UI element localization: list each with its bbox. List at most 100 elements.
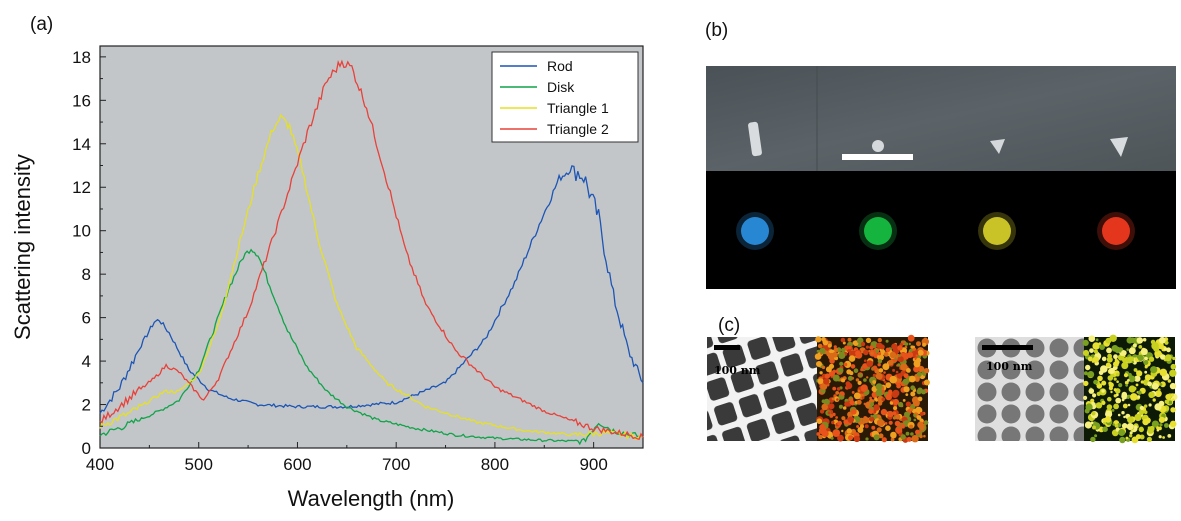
axis-layer: 400 500 600 700 800 900 0 2 4 6 8 10 12 14 16 18 xyxy=(72,48,608,474)
speckle-dot xyxy=(916,415,922,420)
y-tick-label: 14 xyxy=(72,135,91,154)
speckle-dot xyxy=(1106,347,1112,354)
speckle-dot xyxy=(1115,397,1122,404)
speckle-dot xyxy=(888,420,893,425)
speckle-dot xyxy=(831,420,835,425)
y-tick-label: 18 xyxy=(72,48,91,67)
speckle-dot xyxy=(842,341,846,345)
scattering-spot-halo xyxy=(736,212,774,250)
sem-scale-bar xyxy=(842,154,913,160)
speckle-dot xyxy=(1121,423,1128,429)
speckle-dot xyxy=(900,434,906,440)
y-tick-label: 2 xyxy=(82,396,91,415)
speckle-dot xyxy=(832,412,836,417)
speckle-dot xyxy=(922,372,927,376)
speckle-dot xyxy=(827,343,832,348)
speckle-dot xyxy=(1088,388,1095,394)
speckle-dot xyxy=(828,403,835,410)
speckle-dot xyxy=(913,365,920,373)
speckle-dot xyxy=(908,342,911,346)
speckle-dot xyxy=(870,414,873,418)
speckle-dot xyxy=(1114,359,1120,365)
speckle-dot xyxy=(897,356,904,363)
speckle-dot xyxy=(1143,360,1149,365)
speckle-dot xyxy=(1169,369,1177,377)
speckle-dot xyxy=(1170,407,1176,413)
speckle-dot xyxy=(818,434,823,440)
speckle-dot xyxy=(923,379,930,386)
speckle-dot xyxy=(1102,421,1106,425)
speckle-dot xyxy=(1109,334,1117,342)
speckle-dot xyxy=(917,396,923,402)
speckle-dot xyxy=(1140,380,1144,384)
speckle-dot xyxy=(904,411,910,418)
speckle-dot xyxy=(909,424,914,429)
speckle-dot xyxy=(917,349,924,356)
speckle-dot xyxy=(1090,398,1095,403)
speckle-dot xyxy=(835,416,838,419)
speckle-dot xyxy=(1127,416,1134,424)
speckle-dot xyxy=(860,341,866,347)
speckle-dot xyxy=(911,408,917,414)
speckle-dot xyxy=(1082,339,1089,346)
speckle-dot xyxy=(1118,383,1123,388)
tem-cubes-image xyxy=(707,337,817,441)
speckle-dot xyxy=(850,408,857,415)
speckle-dot xyxy=(879,344,885,350)
speckle-dot xyxy=(1115,372,1120,377)
speckle-dot xyxy=(1118,429,1126,436)
speckle-dot xyxy=(902,399,906,402)
speckle-dot xyxy=(1087,356,1093,362)
speckle-dot xyxy=(1134,375,1141,382)
x-tick-label: 800 xyxy=(481,455,509,474)
speckle-dot xyxy=(871,425,876,430)
speckle-dot xyxy=(877,337,882,343)
dark-field-yellow-speckle xyxy=(1082,334,1178,444)
speckle-dot xyxy=(882,363,890,371)
speckle-dot xyxy=(876,427,882,433)
dark-field-spots xyxy=(736,212,1135,250)
speckle-dot xyxy=(1156,426,1160,430)
speckle-dot xyxy=(1164,354,1172,362)
speckle-dot xyxy=(907,334,915,342)
speckle-dot xyxy=(1098,370,1104,376)
speckle-dot xyxy=(897,345,903,351)
speckle-dot xyxy=(877,359,883,364)
speckle-dot xyxy=(1169,420,1177,428)
speckle-dot xyxy=(875,372,883,380)
scattering-spot xyxy=(741,217,769,245)
speckle-dot xyxy=(840,393,844,397)
speckle-dot xyxy=(1102,418,1107,422)
speckle-dot xyxy=(1162,436,1165,439)
legend-label: Rod xyxy=(547,58,573,74)
speckle-dot xyxy=(842,406,847,410)
speckle-dot xyxy=(908,375,916,383)
speckle-dot xyxy=(841,378,846,383)
speckle-dot xyxy=(872,365,878,371)
speckle-dot xyxy=(895,426,902,434)
speckle-dot xyxy=(896,373,903,379)
speckle-dot xyxy=(1136,370,1143,377)
speckle-dot xyxy=(1084,421,1092,429)
speckle-dot xyxy=(869,396,872,400)
speckle-dot xyxy=(814,353,822,360)
speckle-dot xyxy=(892,398,900,406)
speckle-dot xyxy=(1144,370,1148,374)
speckle-dot xyxy=(1154,403,1162,411)
speckle-dot xyxy=(1107,375,1114,381)
speckle-dot xyxy=(860,384,868,392)
speckle-dot xyxy=(890,431,897,439)
speckle-dot xyxy=(1150,366,1158,374)
speckle-dot xyxy=(819,424,826,431)
speckle-dot xyxy=(1123,373,1129,378)
speckle-dot xyxy=(1170,393,1175,397)
speckle-dot xyxy=(889,351,897,359)
scattering-spot-halo xyxy=(1097,212,1135,250)
speckle-dot xyxy=(847,375,853,381)
speckle-dot xyxy=(902,421,907,425)
speckle-dot xyxy=(824,373,831,379)
speckle-dot xyxy=(819,371,823,375)
disk-particle-sem xyxy=(872,140,884,152)
speckle-dot xyxy=(841,347,846,353)
speckle-dot xyxy=(923,420,929,425)
